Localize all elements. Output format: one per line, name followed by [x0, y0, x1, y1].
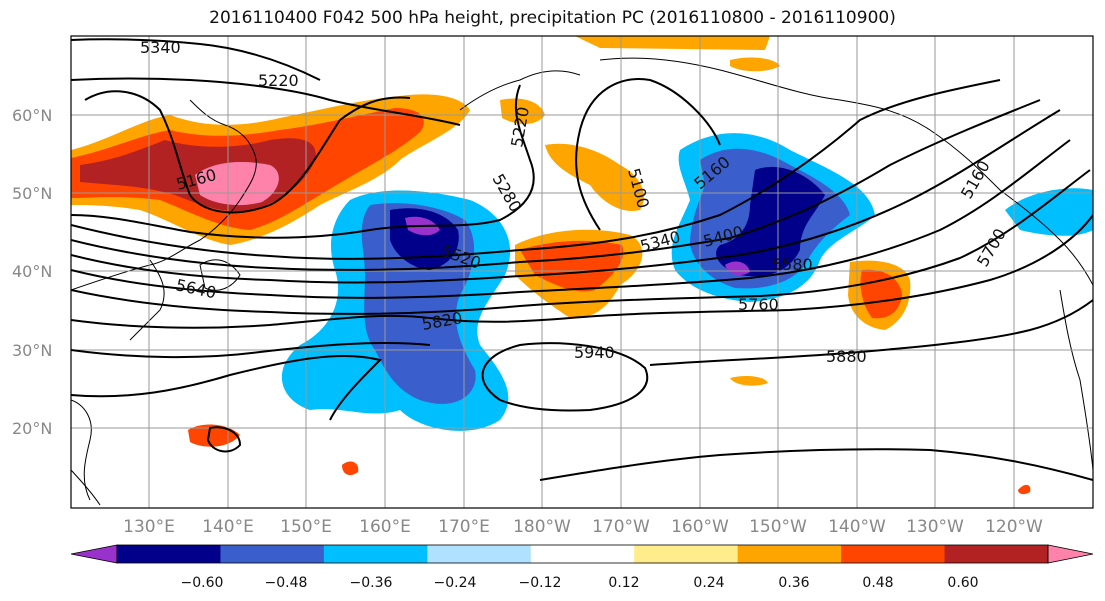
lon-label: 160°E: [359, 517, 411, 537]
colorbar-extend-min: [70, 544, 118, 564]
precip-fill-layer: [71, 36, 1093, 495]
colorbar-frame: [116, 544, 1049, 564]
lon-label: 170°W: [592, 517, 650, 537]
lon-label: 160°W: [671, 517, 729, 537]
lon-label: 140°W: [828, 517, 886, 537]
colorbar: −0.60 −0.48 −0.36 −0.24 −0.12 0.12 0.24 …: [70, 544, 1094, 591]
contour-label: 5760: [738, 295, 779, 314]
map-panel: 5340 5220 5160 5220 5280 5100 5160 5160 …: [70, 35, 1094, 509]
colorbar-tick-label: −0.12: [519, 575, 562, 591]
colorbar-tick-label: −0.60: [181, 575, 224, 591]
lon-label: 120°W: [985, 517, 1043, 537]
precip-area: [545, 143, 644, 211]
colorbar-tick-label: −0.48: [265, 575, 308, 591]
precip-area: [500, 98, 545, 124]
colorbar-swatch: [323, 545, 428, 563]
height-contours: [71, 38, 1093, 481]
colorbar-tick-label: 0.36: [778, 575, 809, 591]
colorbar-swatch: [530, 545, 635, 563]
lat-label: 20°N: [12, 419, 52, 438]
colorbar-tick-label: 0.24: [693, 575, 724, 591]
latitude-labels: 60°N 50°N 40°N 30°N 20°N: [12, 106, 52, 438]
colorbar-tick-label: −0.24: [434, 575, 477, 591]
lon-label: 170°E: [438, 517, 490, 537]
colorbar-swatch: [634, 545, 739, 563]
lat-label: 30°N: [12, 341, 52, 360]
coastlines: [71, 57, 1093, 506]
precip-area: [575, 36, 770, 50]
precip-area: [188, 424, 240, 447]
colorbar-swatch: [944, 545, 1049, 563]
lon-label: 150°W: [749, 517, 807, 537]
colorbar-tick-label: 0.48: [862, 575, 893, 591]
lat-label: 40°N: [12, 262, 52, 281]
lon-label: 150°E: [280, 517, 332, 537]
contour-label: 5940: [574, 343, 615, 362]
precip-area: [1018, 484, 1031, 495]
lon-label: 180°W: [513, 517, 571, 537]
colorbar-extend-max: [1047, 544, 1094, 564]
colorbar-tick-label: 0.60: [947, 575, 978, 591]
contour-label: 5880: [826, 347, 867, 366]
colorbar-swatch: [117, 545, 221, 563]
lon-label: 130°W: [906, 517, 964, 537]
colorbar-tick-labels: −0.60 −0.48 −0.36 −0.24 −0.12 0.12 0.24 …: [181, 575, 979, 591]
map-title: 2016110400 F042 500 hPa height, precipit…: [209, 8, 896, 28]
colorbar-tick-label: 0.12: [608, 575, 639, 591]
contour-label: 5580: [772, 255, 813, 274]
precip-area: [725, 261, 750, 276]
colorbar-swatches: [70, 544, 1094, 564]
precip-area: [520, 240, 624, 292]
lon-label: 140°E: [202, 517, 254, 537]
contour-label: 5340: [140, 38, 181, 57]
colorbar-swatch: [737, 545, 842, 563]
precip-area: [195, 162, 279, 206]
lat-label: 50°N: [12, 184, 52, 203]
precip-area: [730, 57, 780, 72]
colorbar-tick-label: −0.36: [350, 575, 393, 591]
lat-label: 60°N: [12, 106, 52, 125]
precip-area: [716, 166, 825, 277]
precip-area: [1005, 188, 1093, 236]
precip-area: [730, 375, 768, 386]
colorbar-swatch: [220, 545, 325, 563]
colorbar-swatch: [427, 545, 532, 563]
contour-label: 5220: [258, 71, 299, 90]
colorbar-swatch: [841, 545, 946, 563]
longitude-labels: 130°E 140°E 150°E 160°E 170°E 180°W 170°…: [123, 517, 1043, 537]
precip-area: [342, 461, 359, 476]
lon-label: 130°E: [123, 517, 175, 537]
map-frame: [70, 35, 1094, 509]
